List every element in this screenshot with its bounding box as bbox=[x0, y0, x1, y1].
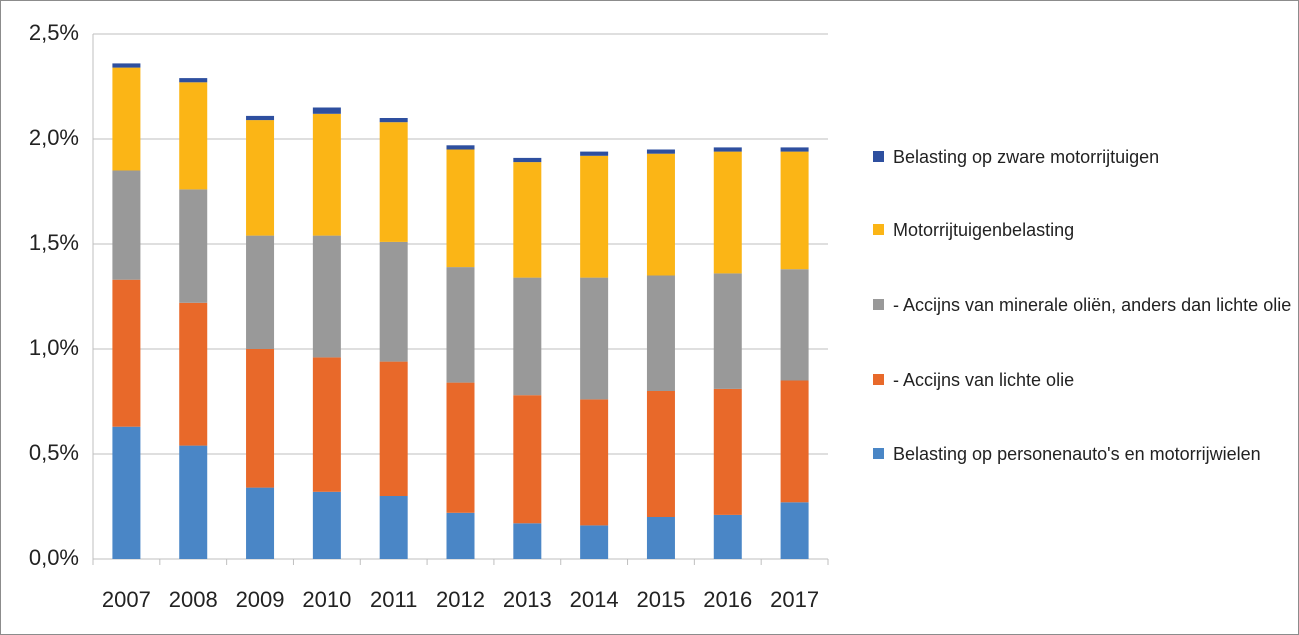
bar-segment bbox=[446, 512, 475, 559]
x-tick-label: 2007 bbox=[102, 587, 151, 612]
bar-segment bbox=[246, 487, 275, 559]
bar-segment bbox=[513, 162, 542, 278]
bar-segment bbox=[246, 235, 275, 349]
legend-swatch bbox=[873, 448, 884, 459]
bar-segment bbox=[513, 157, 542, 163]
bar-segment bbox=[312, 491, 341, 559]
bar-segment bbox=[713, 514, 742, 559]
bar-segment bbox=[379, 241, 408, 362]
bar-segment bbox=[446, 382, 475, 513]
x-tick-label: 2014 bbox=[570, 587, 619, 612]
bar-segment bbox=[379, 122, 408, 242]
bar-segment bbox=[780, 269, 809, 381]
bar-segment bbox=[112, 67, 141, 171]
bar-segment bbox=[580, 525, 609, 559]
y-tick-label: 1,0% bbox=[29, 335, 79, 360]
bar-segment bbox=[446, 145, 475, 150]
x-tick-label: 2013 bbox=[503, 587, 552, 612]
legend-swatch bbox=[873, 151, 884, 162]
bar-segment bbox=[713, 151, 742, 274]
bar-segment bbox=[179, 445, 208, 559]
bar-segment bbox=[580, 155, 609, 278]
bar-segment bbox=[246, 349, 275, 488]
legend-label: - Accijns van minerale oliën, anders dan… bbox=[893, 295, 1292, 315]
bar-segment bbox=[580, 277, 609, 400]
bar-segment bbox=[646, 153, 675, 276]
x-tick-label: 2017 bbox=[770, 587, 819, 612]
y-tick-label: 0,5% bbox=[29, 440, 79, 465]
x-tick-label: 2016 bbox=[703, 587, 752, 612]
legend-item: - Accijns van lichte olie bbox=[873, 367, 1293, 393]
x-tick-label: 2015 bbox=[636, 587, 685, 612]
bar-segment bbox=[646, 391, 675, 517]
bar-segment bbox=[646, 517, 675, 559]
bar-segment bbox=[646, 149, 675, 154]
bar-segment bbox=[780, 502, 809, 559]
bar-segment bbox=[780, 147, 809, 152]
bar-segment bbox=[379, 118, 408, 123]
bar-segment bbox=[513, 395, 542, 524]
bar-segment bbox=[246, 120, 275, 236]
bar-segment bbox=[513, 277, 542, 396]
bar-segment bbox=[246, 115, 275, 121]
legend-label: Motorrijtuigenbelasting bbox=[893, 220, 1075, 240]
bar-segment bbox=[446, 149, 475, 268]
x-tick-label: 2009 bbox=[236, 587, 285, 612]
bar-segment bbox=[713, 273, 742, 389]
legend-swatch bbox=[873, 224, 884, 235]
y-tick-label: 1,5% bbox=[29, 230, 79, 255]
y-tick-label: 2,0% bbox=[29, 125, 79, 150]
bar-segment bbox=[112, 279, 141, 427]
x-tick-label: 2008 bbox=[169, 587, 218, 612]
legend-label: Belasting op personenauto's en motorrijw… bbox=[893, 444, 1261, 464]
bar-segment bbox=[312, 107, 341, 114]
bar-segment bbox=[312, 357, 341, 492]
legend-swatch bbox=[873, 374, 884, 385]
x-tick-label: 2012 bbox=[436, 587, 485, 612]
bar-segment bbox=[646, 275, 675, 391]
bar-segment bbox=[312, 235, 341, 358]
bar-segment bbox=[780, 380, 809, 503]
bar-segment bbox=[713, 147, 742, 152]
y-tick-label: 0,0% bbox=[29, 545, 79, 570]
bar-segment bbox=[713, 388, 742, 515]
bar-segment bbox=[112, 170, 141, 280]
y-tick-label: 2,5% bbox=[29, 20, 79, 45]
bar-segment bbox=[513, 523, 542, 559]
bar-segment bbox=[446, 267, 475, 383]
bar-segment bbox=[379, 361, 408, 496]
legend-item: - Accijns van minerale oliën, anders dan… bbox=[873, 292, 1293, 318]
bar-segment bbox=[179, 302, 208, 446]
bar-segment bbox=[179, 78, 208, 83]
legend-label: - Accijns van lichte olie bbox=[893, 370, 1075, 390]
x-tick-label: 2010 bbox=[302, 587, 351, 612]
legend-label: Belasting op zware motorrijtuigen bbox=[893, 147, 1160, 167]
bar-segment bbox=[379, 496, 408, 559]
bar-segment bbox=[112, 426, 141, 559]
legend-item: Belasting op personenauto's en motorrijw… bbox=[873, 441, 1293, 467]
bar-segment bbox=[112, 63, 141, 68]
bar-segment bbox=[780, 151, 809, 270]
legend-item: Belasting op zware motorrijtuigen bbox=[873, 144, 1293, 170]
bar-segment bbox=[179, 189, 208, 303]
legend-swatch bbox=[873, 299, 884, 310]
bar-segment bbox=[179, 82, 208, 190]
bar-segment bbox=[312, 113, 341, 236]
x-tick-label: 2011 bbox=[370, 587, 417, 612]
bar-segment bbox=[580, 151, 609, 156]
legend-item: Motorrijtuigenbelasting bbox=[873, 217, 1293, 243]
bar-segment bbox=[580, 399, 609, 526]
